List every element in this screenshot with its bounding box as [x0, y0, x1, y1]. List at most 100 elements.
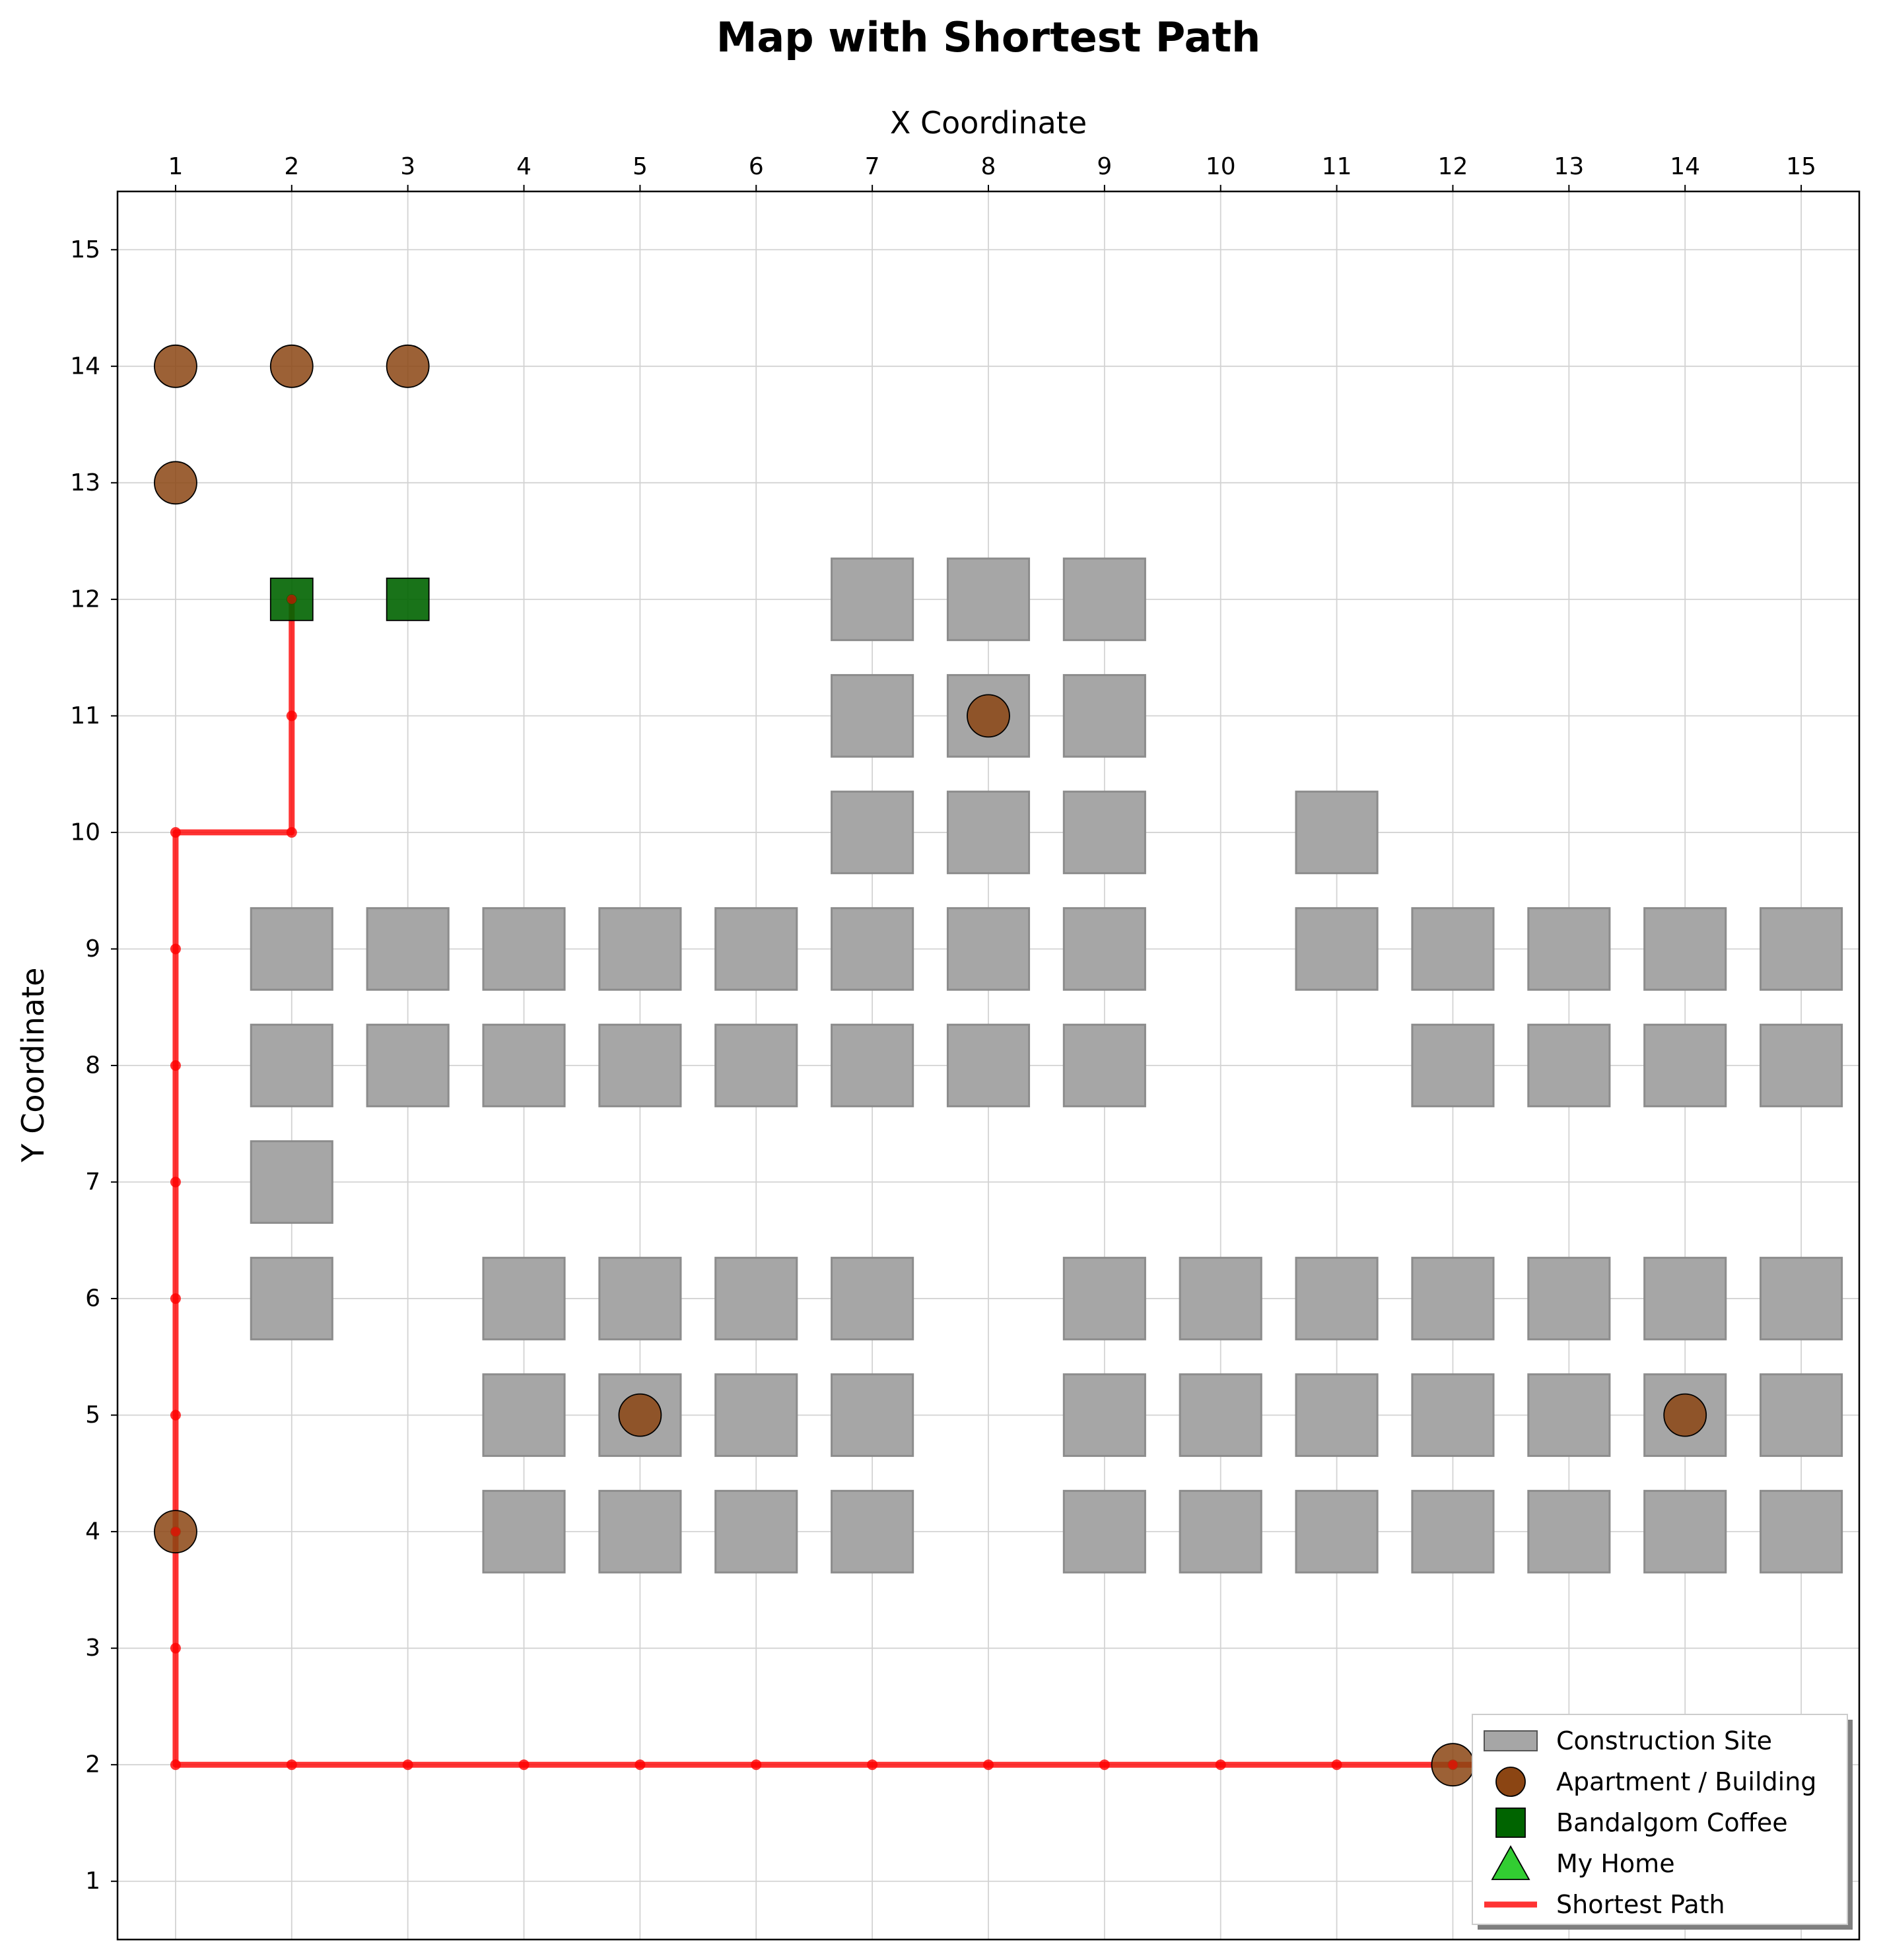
construction-site-mark [1295, 907, 1379, 991]
construction-site-mark [250, 1023, 333, 1108]
construction-site-mark [714, 1023, 798, 1108]
shortest-path-node [518, 1759, 530, 1771]
construction-site-mark [598, 1023, 682, 1108]
shortest-path-node [983, 1759, 994, 1771]
construction-site-mark [1411, 1256, 1495, 1341]
x-tick-label: 15 [1786, 153, 1816, 180]
shortest-path-node [170, 827, 181, 838]
construction-site-mark [1527, 1023, 1611, 1108]
y-tick-label: 11 [70, 702, 100, 729]
y-tick-label: 1 [85, 1868, 100, 1895]
construction-site-mark [946, 907, 1031, 991]
y-tick-label: 12 [70, 586, 100, 613]
construction-site-mark [1643, 1023, 1727, 1108]
construction-site-mark [1062, 907, 1146, 991]
legend-coffee-swatch [1495, 1808, 1526, 1838]
x-tick-label: 8 [981, 153, 996, 180]
construction-site-mark [250, 907, 333, 991]
construction-site-mark [1527, 907, 1611, 991]
construction-site-mark [482, 907, 566, 991]
x-tick-label: 9 [1097, 153, 1112, 180]
apartment-mark [967, 694, 1010, 738]
y-tick-label: 5 [85, 1402, 100, 1429]
construction-site-mark [1760, 1023, 1843, 1108]
legend-label: Construction Site [1556, 1726, 1772, 1755]
y-axis-title: Y Coordinate [15, 968, 51, 1163]
construction-site-mark [831, 790, 914, 875]
construction-site-mark [1411, 1023, 1495, 1108]
construction-site-mark [1411, 907, 1495, 991]
construction-site-mark [1760, 1373, 1843, 1457]
y-tick-label: 10 [70, 819, 100, 846]
y-tick-label: 9 [85, 935, 100, 963]
construction-site-mark [831, 1489, 914, 1574]
y-tick-label: 15 [70, 236, 100, 263]
construction-site-mark [831, 1256, 914, 1341]
y-tick-label: 6 [85, 1285, 100, 1312]
apartment-mark [386, 344, 430, 388]
shortest-path-node [634, 1759, 646, 1771]
x-tick-label: 4 [516, 153, 531, 180]
legend: Construction Site Apartment / Building Ban… [1472, 1714, 1853, 1930]
x-tick-label: 7 [865, 153, 880, 180]
construction-site-mark [1062, 1023, 1146, 1108]
apartment-mark [154, 344, 197, 388]
y-tick-label: 4 [85, 1518, 100, 1545]
chart-title: Map with Shortest Path [716, 13, 1261, 61]
shortest-path-node [170, 1409, 181, 1421]
x-tick-label: 2 [284, 153, 299, 180]
x-tick-label: 10 [1206, 153, 1236, 180]
tick-layer: 1 2 3 4 5 6 7 8 9 10 11 12 13 14 151234567891011121314… [70, 153, 1816, 1895]
construction-site-mark [1179, 1489, 1262, 1574]
construction-site-mark [1643, 1489, 1727, 1574]
shortest-path-node [170, 1176, 181, 1188]
construction-site-mark [1411, 1489, 1495, 1574]
construction-site-mark [946, 790, 1031, 875]
construction-site-mark [1062, 674, 1146, 758]
x-tick-label: 3 [400, 153, 415, 180]
x-tick-label: 11 [1322, 153, 1352, 180]
construction-site-mark [946, 557, 1031, 642]
apartment-mark [618, 1393, 662, 1437]
construction-site-mark [1760, 1256, 1843, 1341]
construction-site-mark [1527, 1256, 1611, 1341]
apartment-mark [1663, 1393, 1707, 1437]
y-tick-label: 2 [85, 1751, 100, 1778]
construction-site-mark [366, 907, 450, 991]
construction-site-mark [1062, 1373, 1146, 1457]
x-tick-label: 6 [749, 153, 764, 180]
shortest-path-node [286, 827, 297, 838]
x-tick-label: 1 [168, 153, 183, 180]
construction-site-mark [1643, 907, 1727, 991]
construction-site-mark [1295, 1256, 1379, 1341]
construction-site-mark [482, 1489, 566, 1574]
shortest-path-node [867, 1759, 878, 1771]
construction-site-mark [1062, 1489, 1146, 1574]
construction-site-mark [598, 1489, 682, 1574]
construction-site-mark [831, 557, 914, 642]
construction-site-mark [482, 1373, 566, 1457]
x-axis-title: X Coordinate [890, 105, 1087, 141]
shortest-path-node [170, 943, 181, 955]
y-tick-label: 8 [85, 1052, 100, 1079]
construction-site-mark [1760, 907, 1843, 991]
construction-site-mark [714, 1373, 798, 1457]
construction-site-mark [831, 907, 914, 991]
legend-label: Bandalgom Coffee [1556, 1808, 1788, 1837]
construction-site-mark [1062, 557, 1146, 642]
legend-label: Shortest Path [1556, 1890, 1725, 1919]
legend-construction-swatch [1484, 1730, 1538, 1751]
shortest-path-node [287, 594, 296, 604]
construction-site-mark [598, 1256, 682, 1341]
construction-layer [250, 557, 1843, 1574]
x-tick-label: 5 [633, 153, 648, 180]
shortest-path-node [1448, 1760, 1458, 1770]
construction-site-mark [250, 1140, 333, 1224]
y-tick-label: 3 [85, 1635, 100, 1662]
y-tick-label: 7 [85, 1168, 100, 1196]
construction-site-mark [831, 674, 914, 758]
shortest-path-node [1099, 1759, 1110, 1771]
construction-site-mark [1411, 1373, 1495, 1457]
coffee-mark [386, 577, 430, 621]
